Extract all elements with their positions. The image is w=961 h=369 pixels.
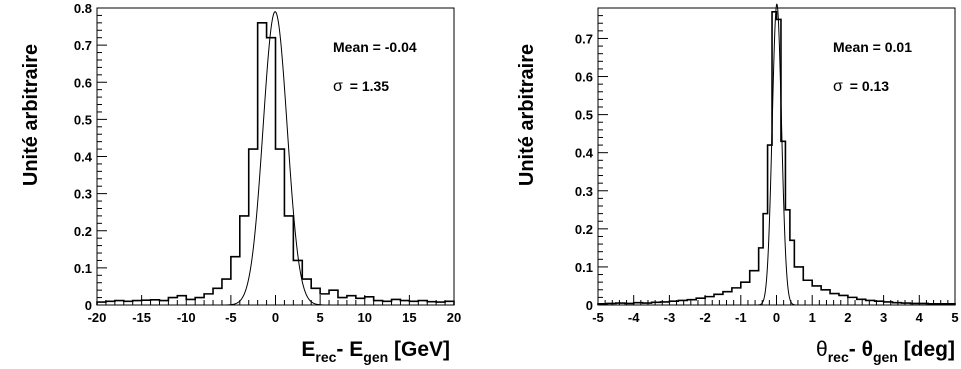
x-tick-label: -10	[177, 310, 196, 325]
x-tick-label: -1	[735, 310, 747, 325]
x-tick-label: 5	[317, 310, 324, 325]
x-tick-label: -15	[132, 310, 151, 325]
y-tick-label: 0.4	[74, 150, 93, 165]
x-axis-label: θrec- θgen [deg]	[816, 338, 955, 365]
plot-area: -20 -15 -10 -5 0 5 10 15 20 0 0.1 0.2 0.3 0.4 0.5 0.6 0.…	[74, 1, 461, 325]
histogram	[597, 11, 956, 305]
y-tick-label: 0.3	[575, 184, 593, 199]
x-tick-label: 3	[880, 310, 887, 325]
y-tick-label: 0.4	[575, 146, 594, 161]
y-tick-label: 0.1	[74, 261, 92, 276]
sigma-symbol: σ	[833, 78, 843, 95]
y-tick-label: 0.8	[74, 1, 92, 16]
y-tick-label: 0.5	[575, 108, 593, 123]
x-tick-label: 1	[809, 310, 816, 325]
x-tick-label: 15	[402, 310, 416, 325]
y-tick-label: 0.6	[575, 70, 593, 85]
panel-energy: Unité arbitraire -20 -15 -10 -5 0 5 10 15 20 0 0.1…	[20, 1, 461, 365]
y-axis-label: Unité arbitraire	[516, 44, 538, 186]
y-axis-label: Unité arbitraire	[20, 44, 42, 186]
y-tick-label: 0.2	[575, 222, 593, 237]
panel-theta: Unité arbitraire -5 -4 -3 -2 -1 0 1 2 3 4 5 0 0.1 0.2…	[516, 3, 959, 365]
plot-area: -5 -4 -3 -2 -1 0 1 2 3 4 5 0 0.1 0.2 0.3 0.4 0.5 0.6 0.7	[575, 3, 959, 325]
x-tick-label: -5	[592, 310, 604, 325]
fit-curve	[226, 11, 324, 306]
sigma-label: σ = 0.13	[833, 78, 889, 95]
y-tick-label: 0.2	[74, 224, 92, 239]
y-tick-label: 0	[85, 298, 92, 313]
x-tick-label: -5	[225, 310, 237, 325]
x-tick-label: -20	[88, 310, 107, 325]
sigma-label: σ = 1.35	[333, 78, 389, 95]
x-tick-label: -2	[699, 310, 711, 325]
y-tick-label: 0.1	[575, 260, 593, 275]
x-tick-label: 0	[272, 310, 279, 325]
x-tick-label: 0	[773, 310, 780, 325]
y-tick-label: 0.7	[74, 38, 92, 53]
x-tick-label: 2	[844, 310, 851, 325]
mean-label: Mean = -0.04	[333, 39, 417, 55]
y-tick-label: 0.3	[74, 187, 92, 202]
x-tick-label: -4	[628, 310, 640, 325]
sigma-value: = 1.35	[350, 78, 390, 94]
histogram	[96, 22, 455, 305]
x-tick-label: 5	[951, 310, 958, 325]
y-tick-label: 0.5	[74, 112, 92, 127]
sigma-symbol: σ	[333, 78, 343, 95]
x-axis-label: Erec- Egen [GeV]	[301, 338, 450, 365]
sigma-value: = 0.13	[850, 78, 890, 94]
x-tick-label: 20	[447, 310, 461, 325]
y-tick-label: 0.6	[74, 75, 92, 90]
x-tick-label: -3	[664, 310, 676, 325]
fit-curve	[758, 3, 796, 306]
x-tick-label: 10	[358, 310, 372, 325]
y-tick-label: 0.7	[575, 31, 593, 46]
y-tick-label: 0	[586, 298, 593, 313]
x-tick-label: 4	[916, 310, 924, 325]
mean-label: Mean = 0.01	[833, 39, 912, 55]
